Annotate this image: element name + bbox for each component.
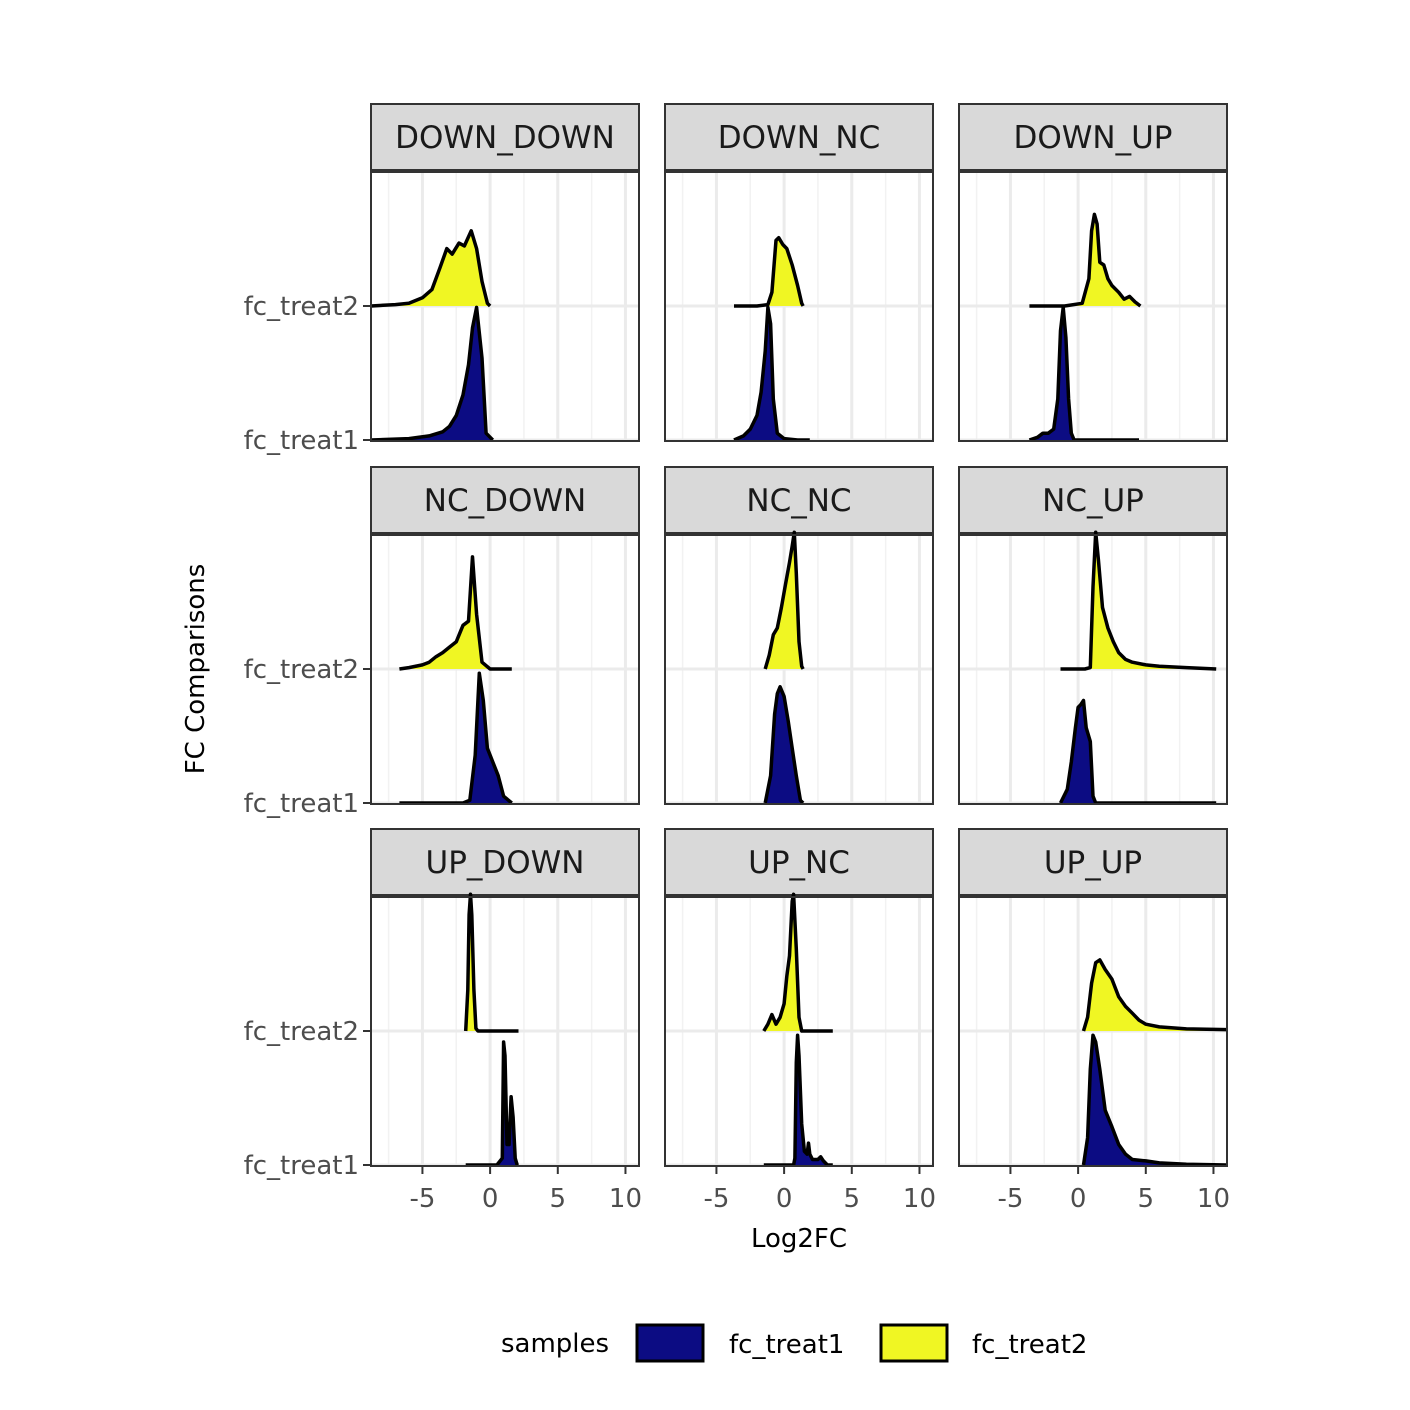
density-line-fc-treat2 [370,229,492,308]
facet-strip-label: DOWN_UP [1014,120,1173,156]
facet-strip-label: UP_DOWN [426,845,585,881]
legend-label-fc-treat1: fc_treat1 [729,1330,844,1360]
facet-strip [664,828,934,896]
y-tick-label: fc_treat1 [244,1151,359,1181]
facet-panels: DOWN_DOWN fc_treat1 fc_treat2 DOWN_NC DOWN_U… [244,103,1230,1214]
x-tick-label: 10 [903,1184,936,1214]
density-area-fc-treat2 [1083,959,1227,1031]
density-line-fc-treat1 [763,1033,833,1167]
x-tick-label: -5 [703,1184,729,1214]
density-area-fc-treat2 [734,237,804,306]
density-line-fc-treat1 [1028,305,1139,442]
facet-strip [370,828,640,896]
facet-strip-label: NC_NC [746,483,851,519]
facet-strip [958,466,1228,534]
x-tick-label: 5 [844,1184,861,1214]
density-area-fc-treat2 [399,556,512,669]
facet-strip-label: UP_NC [748,845,850,881]
density-line-fc-treat2 [763,530,805,670]
density-line-fc-treat1 [370,305,495,442]
facet-strip [664,466,934,534]
panel-border [664,171,934,442]
legend-title: samples [501,1329,609,1359]
y-tick-label: fc_treat2 [244,1017,359,1047]
x-tick-label: 0 [1070,1184,1087,1214]
x-tick-label: 5 [1138,1184,1155,1214]
facet-strip [958,103,1228,171]
facet-strip [370,103,640,171]
facet-down-nc: DOWN_NC [664,103,934,442]
y-tick-label: fc_treat2 [244,292,359,322]
facet-down-up: DOWN_UP [958,103,1228,442]
facet-nc-up: NC_UP [958,466,1228,805]
y-tick-label: fc_treat1 [244,789,359,819]
density-area-fc-treat1 [1083,1035,1227,1165]
x-tick-label: 10 [1197,1184,1230,1214]
legend: samples fc_treat1 fc_treat2 [501,1323,1087,1363]
density-line-fc-treat2 [1081,958,1228,1032]
x-tick-label: -5 [409,1184,435,1214]
density-line-fc-treat2 [734,235,805,308]
y-tick-label: fc_treat1 [244,426,359,456]
facet-strip-label: DOWN_NC [718,120,880,156]
density-line-fc-treat1 [763,685,805,805]
density-line-fc-treat2 [1060,530,1217,671]
facet-strip-label: UP_UP [1044,845,1142,881]
density-line-fc-treat1 [399,671,513,805]
facet-down-down: DOWN_DOWN fc_treat1 fc_treat2 [244,103,640,456]
density-line-fc-treat2 [399,555,512,671]
x-tick-label: 5 [550,1184,567,1214]
density-area-fc-treat1 [763,1035,833,1165]
density-line-fc-treat2 [1029,212,1142,308]
y-axis-title: FC Comparisons [181,564,211,775]
legend-label-fc-treat2: fc_treat2 [972,1330,1087,1360]
x-axis-title: Log2FC [751,1224,847,1254]
y-tick-label: fc_treat2 [244,655,359,685]
facet-nc-nc: NC_NC [664,466,934,805]
density-area-fc-treat1 [371,307,493,440]
density-area-fc-treat2 [1060,532,1217,669]
x-tick-label: 0 [482,1184,499,1214]
facet-strip-label: NC_DOWN [424,483,586,519]
density-line-fc-treat2 [762,892,833,1033]
x-tick-label: 0 [776,1184,793,1214]
legend-key-fc-treat2 [879,1323,949,1363]
x-tick-label: 10 [609,1184,642,1214]
density-line-fc-treat1 [1081,1033,1228,1167]
facet-strip [370,466,640,534]
facet-up-nc: UP_NC -5 0 5 10 [664,828,936,1214]
panel-border [958,171,1228,442]
density-area-fc-treat2 [371,230,491,306]
facet-up-down: UP_DOWN fc_treat1 fc_treat2 -5 0 5 10 [244,828,642,1214]
facet-up-up: UP_UP -5 0 5 10 [958,828,1230,1214]
density-line-fc-treat1 [465,1040,519,1167]
density-line-fc-treat2 [463,892,519,1033]
facet-strip [958,828,1228,896]
panel-border [664,534,934,805]
facet-nc-down: NC_DOWN fc_treat1 fc_treat2 [244,466,640,819]
facet-strip-label: NC_UP [1042,483,1144,519]
facet-strip [664,103,934,171]
density-area-fc-treat1 [1060,700,1217,803]
panel-border [664,896,934,1167]
legend-key-fc-treat1 [635,1323,705,1363]
panel-border [958,534,1228,805]
panel-border [958,896,1228,1167]
facet-strip-label: DOWN_DOWN [395,120,615,156]
x-tick-label: -5 [997,1184,1023,1214]
density-line-fc-treat1 [733,305,810,442]
